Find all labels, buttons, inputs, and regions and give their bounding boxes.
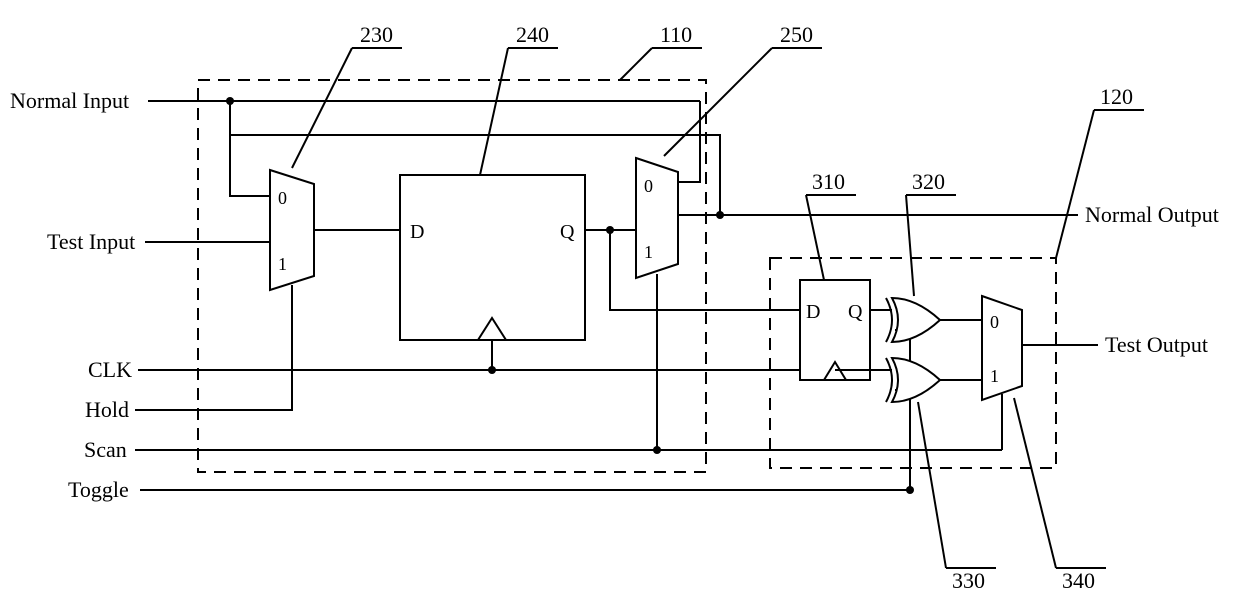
junction-scan-1 <box>653 446 661 454</box>
label-clk: CLK <box>88 357 132 382</box>
xor-320 <box>886 298 940 342</box>
mux230-in0: 0 <box>278 188 287 208</box>
dff-310 <box>800 280 870 380</box>
label-normal-input: Normal Input <box>10 88 129 113</box>
callout-240: 240 <box>516 22 549 47</box>
junction-clk-1 <box>488 366 496 374</box>
junction-normal-input-1 <box>226 97 234 105</box>
circuit-diagram: Normal Input Test Input CLK Hold Scan To… <box>0 0 1240 595</box>
dff310-d: D <box>806 301 820 323</box>
wire-normal-input-to-mux250 <box>678 101 700 182</box>
dff240-q: Q <box>560 221 575 243</box>
mux250-in1: 1 <box>644 242 653 262</box>
mux340-in1: 1 <box>990 366 999 386</box>
dff240-d: D <box>410 221 424 243</box>
xor-330 <box>886 358 940 402</box>
callout-120: 120 <box>1100 84 1133 109</box>
wire-hold <box>135 285 292 410</box>
label-toggle: Toggle <box>68 477 129 502</box>
dff-240 <box>400 175 585 340</box>
label-normal-output: Normal Output <box>1085 202 1219 227</box>
mux230-in1: 1 <box>278 254 287 274</box>
mux-250 <box>636 158 678 278</box>
callout-320: 320 <box>912 169 945 194</box>
callout-110: 110 <box>660 22 692 47</box>
label-hold: Hold <box>85 397 129 422</box>
mux250-in0: 0 <box>644 176 653 196</box>
callout-340: 340 <box>1062 568 1095 593</box>
mux-340 <box>982 296 1022 400</box>
dff310-q: Q <box>848 301 863 323</box>
label-test-output: Test Output <box>1105 332 1208 357</box>
label-test-input: Test Input <box>47 229 135 254</box>
label-scan: Scan <box>84 437 127 462</box>
wire-normal-input-to-mux230 <box>230 101 270 196</box>
mux340-in0: 0 <box>990 312 999 332</box>
callout-230: 230 <box>360 22 393 47</box>
mux-230 <box>270 170 314 290</box>
callout-250: 250 <box>780 22 813 47</box>
callout-310: 310 <box>812 169 845 194</box>
callout-330: 330 <box>952 568 985 593</box>
